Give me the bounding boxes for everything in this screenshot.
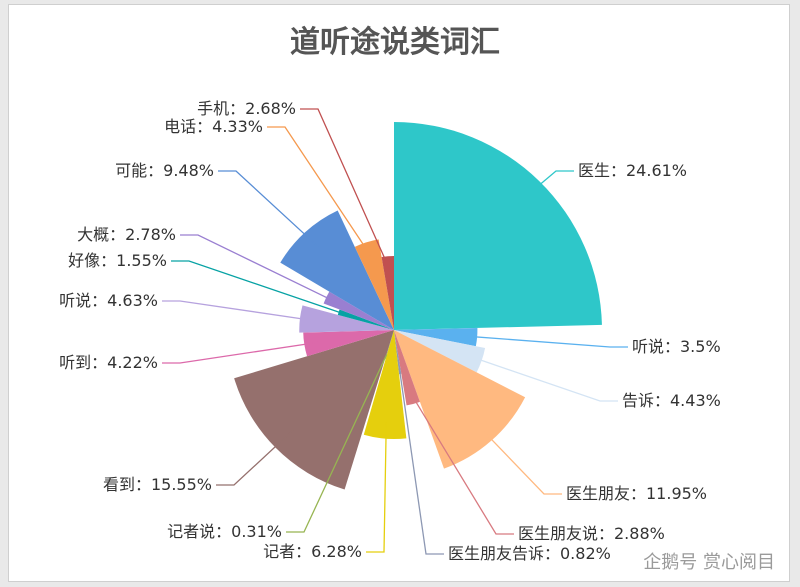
slice-label-7: 记者说：0.31% <box>167 522 282 541</box>
rose-slice-5 <box>394 330 402 375</box>
leader-line-0 <box>517 170 574 204</box>
leader-line-15 <box>300 108 390 268</box>
chart-title: 道听途说类词汇 <box>290 25 500 60</box>
slice-label-13: 可能：9.48% <box>115 161 214 180</box>
rose-slice-4 <box>394 330 420 406</box>
leader-lines <box>162 108 628 555</box>
rose-slice-9 <box>303 330 394 357</box>
rose-slice-7 <box>384 330 394 360</box>
slice-label-4: 医生朋友说：2.88% <box>518 524 665 543</box>
slice-label-9: 听到：4.22% <box>59 353 158 372</box>
rose-slice-15 <box>381 256 394 330</box>
rose-slice-13 <box>280 210 394 330</box>
watermark: 企鹅号 赏心阅目 <box>643 552 775 573</box>
leader-line-3 <box>476 423 562 495</box>
leader-line-13 <box>218 170 319 248</box>
leader-line-1 <box>464 335 628 348</box>
slice-label-10: 听说：4.63% <box>59 291 158 310</box>
leader-line-6 <box>366 422 387 553</box>
slice-label-15: 手机：2.68% <box>197 99 296 118</box>
leader-line-10 <box>162 300 315 322</box>
slice-label-5: 医生朋友告诉：0.82% <box>448 544 611 563</box>
leader-line-7 <box>286 354 388 533</box>
rose-slice-1 <box>394 327 478 347</box>
slice-label-8: 看到：15.55% <box>103 475 212 494</box>
wedges <box>234 122 602 490</box>
slice-label-2: 告诉：4.43% <box>622 391 721 410</box>
rose-slice-10 <box>299 305 394 333</box>
rose-slice-6 <box>363 330 407 440</box>
leader-line-2 <box>468 355 618 402</box>
rose-slice-0 <box>394 122 602 330</box>
leader-line-5 <box>398 367 444 555</box>
slice-label-14: 电话：4.33% <box>164 117 263 136</box>
slice-labels: 医生：24.61% 听说：3.5% 告诉：4.43% 医生朋友：11.95% 医生朋友说… <box>59 99 721 563</box>
leader-line-8 <box>216 429 294 486</box>
slice-label-0: 医生：24.61% <box>578 161 687 180</box>
leader-line-4 <box>409 392 514 535</box>
slice-label-3: 医生朋友：11.95% <box>566 484 707 503</box>
rose-slice-11 <box>337 309 394 330</box>
leader-line-12 <box>180 234 337 303</box>
rose-slice-2 <box>394 330 486 373</box>
rose-slice-14 <box>354 239 394 330</box>
slice-label-6: 记者：6.28% <box>263 542 362 561</box>
leader-line-11 <box>171 260 348 316</box>
rose-slice-8 <box>234 330 394 490</box>
leader-line-14 <box>267 126 372 256</box>
rose-slice-3 <box>394 330 526 469</box>
slice-label-11: 好像：1.55% <box>68 251 167 270</box>
rose-slice-12 <box>323 291 394 330</box>
slice-label-1: 听说：3.5% <box>632 337 721 356</box>
slice-label-12: 大概：2.78% <box>77 225 176 244</box>
leader-line-9 <box>162 341 318 364</box>
